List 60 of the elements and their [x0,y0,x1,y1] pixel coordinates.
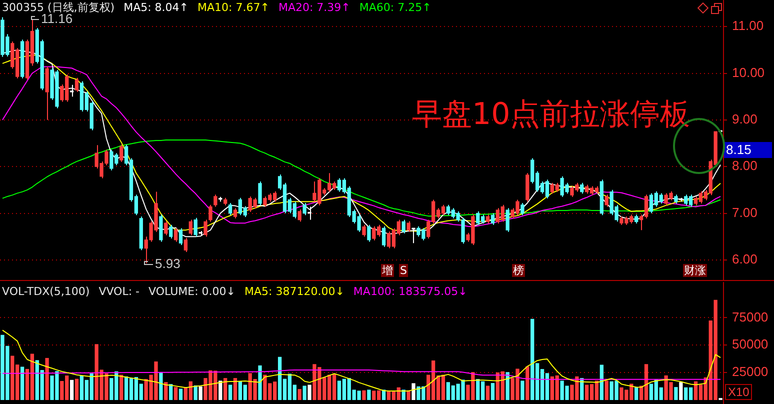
bar [169,384,173,400]
y-tick-label: 7.00 [732,204,758,220]
bar [218,380,222,400]
text: MA5: 8.04↑ [124,1,189,14]
annotation: 增 [381,264,394,277]
y-tick-label: 10.00 [732,64,765,80]
bar [674,387,678,400]
bar [302,386,306,400]
bar [679,382,683,400]
bar [223,378,228,400]
bar [159,372,163,400]
y-tick-label: 6.00 [732,252,758,267]
bar [233,378,238,400]
y-tick-label: 9.00 [732,112,758,127]
bar [45,358,49,400]
text: MA100: 183575.05↓ [353,285,468,298]
y-tick-label: 25000 [732,364,768,380]
bar [490,382,495,400]
text: MA20: 7.39↑ [278,1,350,14]
bar [198,386,202,400]
bar [20,366,24,400]
chart-title: VOL-TDX(5,100) [2,285,90,298]
annotation: S [399,264,408,277]
bar [367,390,371,400]
bar [164,382,168,400]
bar [178,388,183,400]
chart-title: 300355 (日线,前复权) [2,1,115,14]
annotation: VVOL: - [98,285,140,298]
bar [604,380,608,400]
y-tick-label: 8.00 [732,158,758,174]
bar [412,383,416,400]
annotation: 11.16 [41,11,73,26]
text: MA60: 7.25↑ [359,1,432,14]
bar [228,384,232,400]
text: MA10: 7.67↑ [198,1,270,14]
bar [362,390,366,400]
bar [406,390,410,400]
bar [486,386,490,400]
bar [258,365,262,400]
annotation: 5.93 [155,256,180,271]
bar [634,387,638,400]
text: 8.15 [724,142,772,158]
text: MA5: 387120.00↓ [244,285,344,298]
annotation: VOLUME: 0.00↓ [148,285,236,298]
bar [74,378,79,400]
text: X10 [725,384,752,400]
annotation: 涨 [694,264,707,277]
bar [174,387,178,400]
bar [526,366,530,400]
annotation: 榜 [512,264,525,277]
bar [520,380,524,400]
y-tick-label: 50000 [732,336,768,352]
bar [119,374,124,400]
annotation: 早盘10点前拉涨停板 [412,96,690,134]
bar [70,380,74,400]
annotation: 财 [683,264,696,277]
y-tick-label: 75000 [732,309,768,324]
y-tick-label: 11.00 [732,18,764,34]
bar [308,384,312,400]
bar [298,389,302,400]
